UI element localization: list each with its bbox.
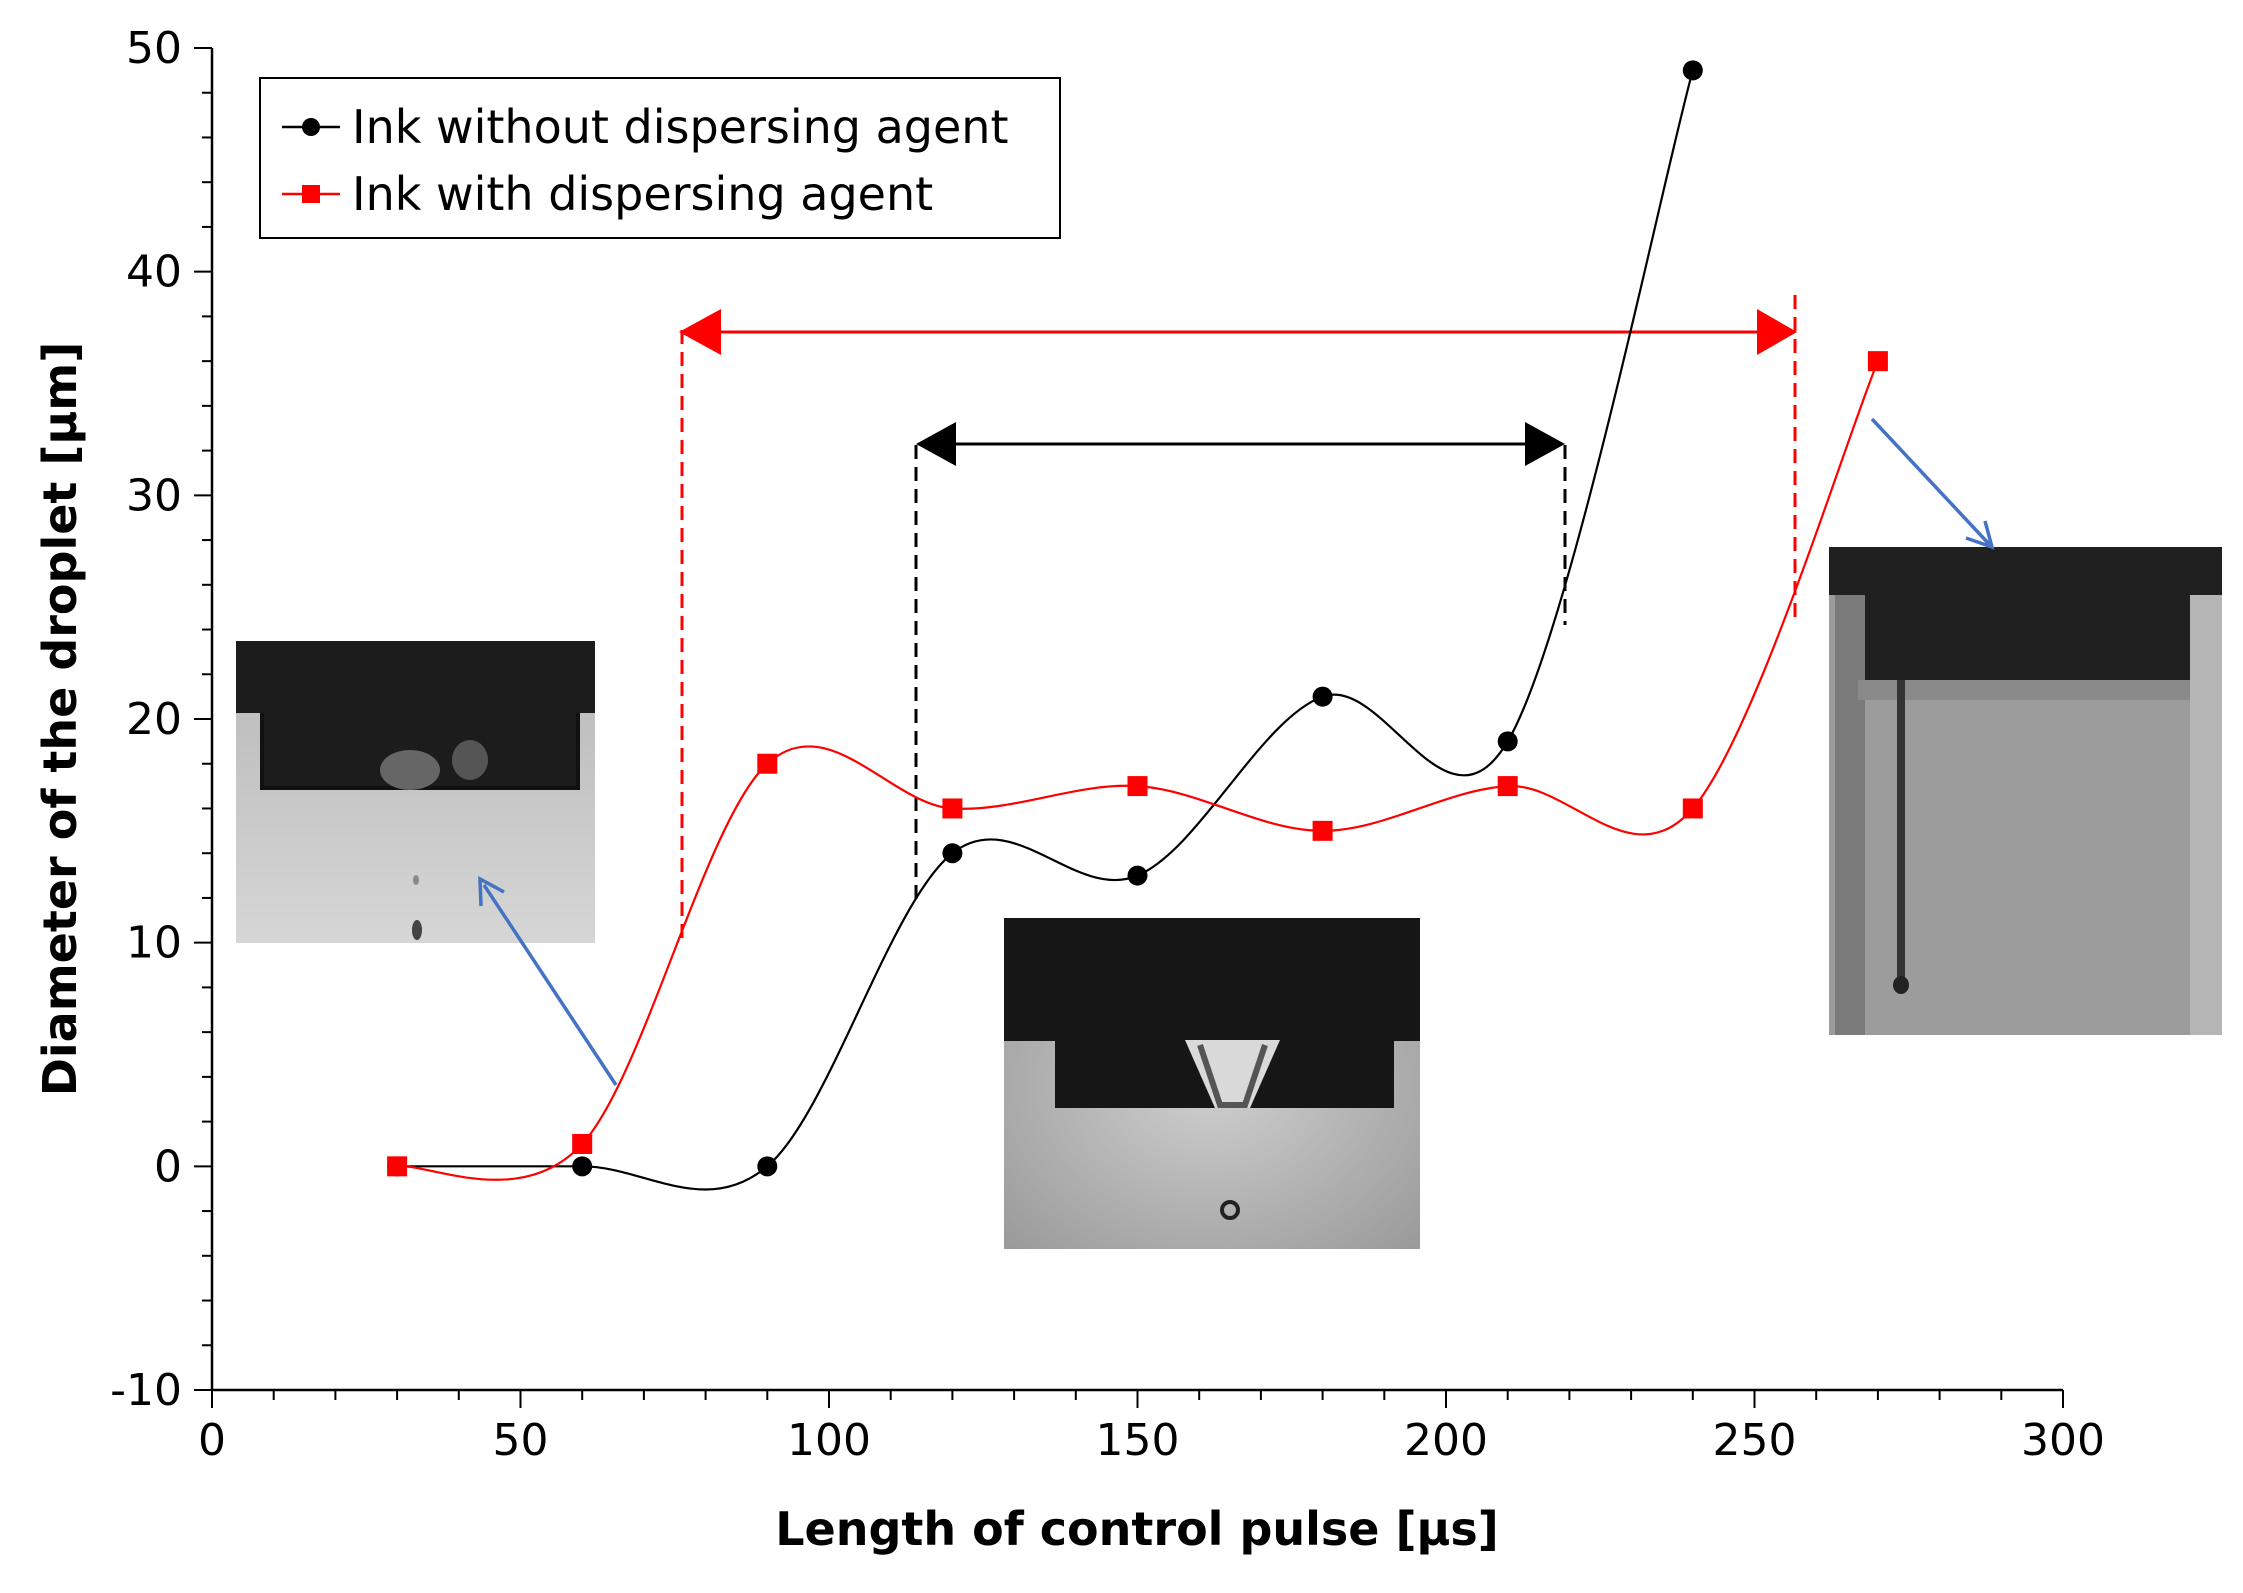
center-droplet-image [1004,918,1420,1249]
legend-marker-circle [302,118,320,136]
data-point [1127,776,1148,797]
data-point [757,753,778,774]
x-tick-label: 250 [1713,1415,1797,1466]
range-annotations [478,295,1995,1086]
black-range-left-arrowhead [916,422,956,466]
legend-marker-square [302,185,320,203]
right-droplet-image [1829,547,2222,1035]
y-tick-label: 50 [126,23,182,74]
y-tick-label: 40 [126,247,182,298]
left-inset-arrowhead [478,876,505,907]
right-inset-arrowhead [1965,520,1995,550]
y-tick-label: -10 [110,1365,182,1416]
y-ticks: -10 0 10 20 30 40 50 [110,23,212,1416]
y-tick-label: 0 [154,1141,182,1192]
left-droplet-image [236,641,595,943]
red-range-left-arrowhead [679,309,721,355]
data-point [572,1156,593,1177]
x-tick-label: 150 [1096,1415,1180,1466]
x-ticks: 0 50 100 150 200 250 300 [198,1390,2105,1466]
data-point [757,1156,778,1177]
y-axis-title: Diameter of the droplet [μm] [33,342,87,1097]
legend-box [259,77,1061,239]
y-tick-label: 30 [126,470,182,521]
x-tick-label: 200 [1404,1415,1488,1466]
data-point [942,798,963,819]
data-point [387,1156,408,1177]
red-range-right-arrowhead [1757,309,1797,355]
y-tick-label: 20 [126,694,182,745]
series-line [397,70,1694,1191]
y-tick-label: 10 [126,918,182,969]
right-inset-arrow [1870,417,1991,546]
legend-item-red: Ink with dispersing agent [282,167,933,221]
legend-label-red: Ink with dispersing agent [352,167,933,221]
data-point [942,843,963,864]
data-point [1497,731,1518,752]
left-inset-arrow [482,884,618,1086]
data-point [1867,351,1888,372]
legend-label-black: Ink without dispersing agent [352,100,1009,154]
legend: Ink without dispersing agent Ink with di… [259,77,1061,239]
data-point [1682,60,1703,81]
data-point [1497,776,1518,797]
data-point [1682,798,1703,819]
series-with-dispersing-agent [387,351,1888,1181]
data-point [1312,820,1333,841]
data-point [1312,686,1333,707]
legend-item-black: Ink without dispersing agent [282,100,1009,154]
x-axis-title: Length of control pulse [μs] [775,1502,1499,1556]
black-range-right-arrowhead [1525,422,1565,466]
x-tick-label: 300 [2021,1415,2105,1466]
x-tick-label: 100 [787,1415,871,1466]
x-tick-label: 0 [198,1415,226,1466]
data-point [1127,865,1148,886]
axes: 0 50 100 150 200 250 300 -10 0 10 20 30 40 50 [110,23,2105,1466]
series-layer [387,60,1888,1191]
x-tick-label: 50 [493,1415,549,1466]
data-point [572,1133,593,1154]
